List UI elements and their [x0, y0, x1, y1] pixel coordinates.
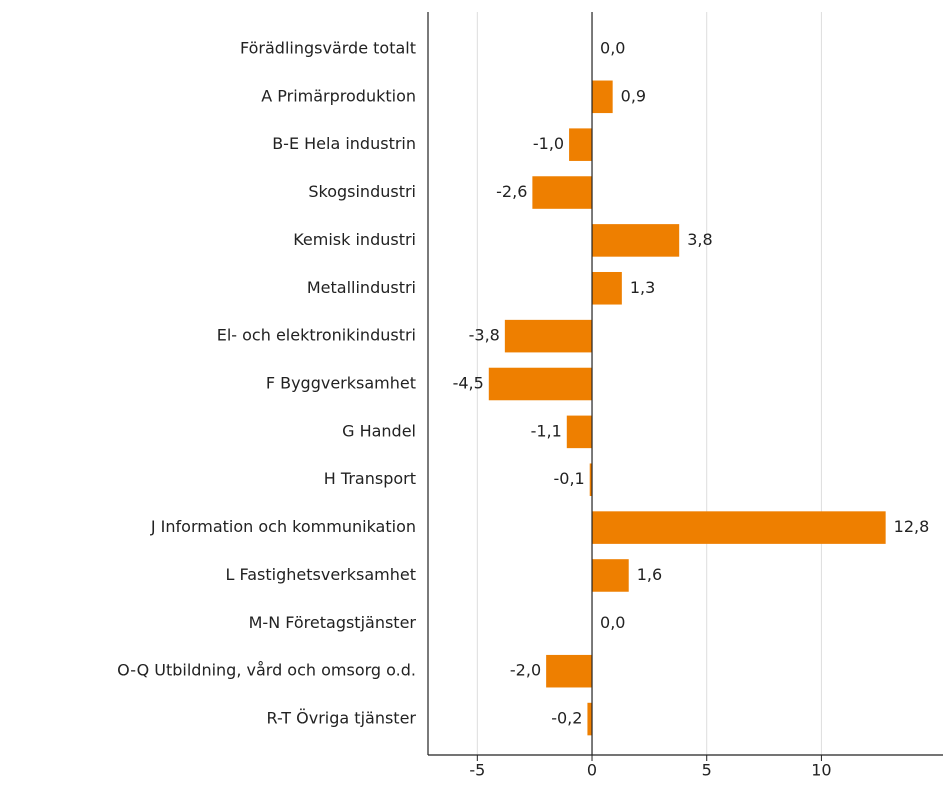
x-tick-label: 5 — [702, 761, 712, 780]
x-tick-label: -5 — [469, 761, 485, 780]
bar — [592, 80, 613, 114]
value-label: 0,9 — [621, 86, 646, 105]
value-label: -0,2 — [551, 709, 582, 728]
y-tick-label: G Handel — [342, 421, 416, 440]
bar — [546, 654, 593, 688]
y-tick-label: R-T Övriga tjänster — [267, 709, 417, 728]
y-tick-label: Kemisk industri — [293, 230, 416, 249]
y-tick-label: Förädlingsvärde totalt — [240, 38, 416, 57]
value-label: -1,1 — [531, 421, 562, 440]
y-tick-label: J Information och kommunikation — [150, 517, 416, 536]
bar — [592, 511, 886, 544]
value-label: -2,0 — [510, 661, 541, 680]
value-label: -1,0 — [533, 134, 564, 153]
x-tick-label: 0 — [587, 761, 597, 780]
y-tick-label: H Transport — [324, 469, 416, 488]
y-tick-label: El- och elektronikindustri — [217, 326, 416, 345]
bar — [488, 367, 593, 401]
y-tick-label: Skogsindustri — [308, 182, 416, 201]
bar — [592, 559, 629, 592]
y-tick-label: O-Q Utbildning, vård och omsorg o.d. — [117, 661, 416, 680]
value-label: -0,1 — [554, 469, 585, 488]
y-tick-label: Metallindustri — [307, 278, 416, 297]
value-label: 1,3 — [630, 278, 655, 297]
value-label: -3,8 — [469, 326, 500, 345]
y-tick-label: L Fastighetsverksamhet — [226, 565, 416, 584]
bar — [504, 319, 593, 353]
y-tick-label: M-N Företagstjänster — [249, 613, 417, 632]
value-label: 12,8 — [894, 517, 930, 536]
value-label: 0,0 — [600, 38, 625, 57]
value-label: 1,6 — [637, 565, 662, 584]
bar — [532, 176, 593, 209]
bar — [589, 463, 593, 497]
bar — [566, 415, 593, 449]
y-tick-label: F Byggverksamhet — [266, 374, 416, 393]
value-label: 0,0 — [600, 613, 625, 632]
x-tick-label: 10 — [811, 761, 831, 780]
value-label: -2,6 — [496, 182, 527, 201]
bar — [592, 224, 680, 257]
y-tick-label: A Primärproduktion — [261, 86, 416, 105]
y-tick-label: B-E Hela industrin — [272, 134, 416, 153]
bar — [587, 702, 593, 736]
bar — [592, 271, 622, 305]
value-label: 3,8 — [687, 230, 712, 249]
value-label: -4,5 — [453, 374, 484, 393]
bar — [569, 128, 593, 161]
